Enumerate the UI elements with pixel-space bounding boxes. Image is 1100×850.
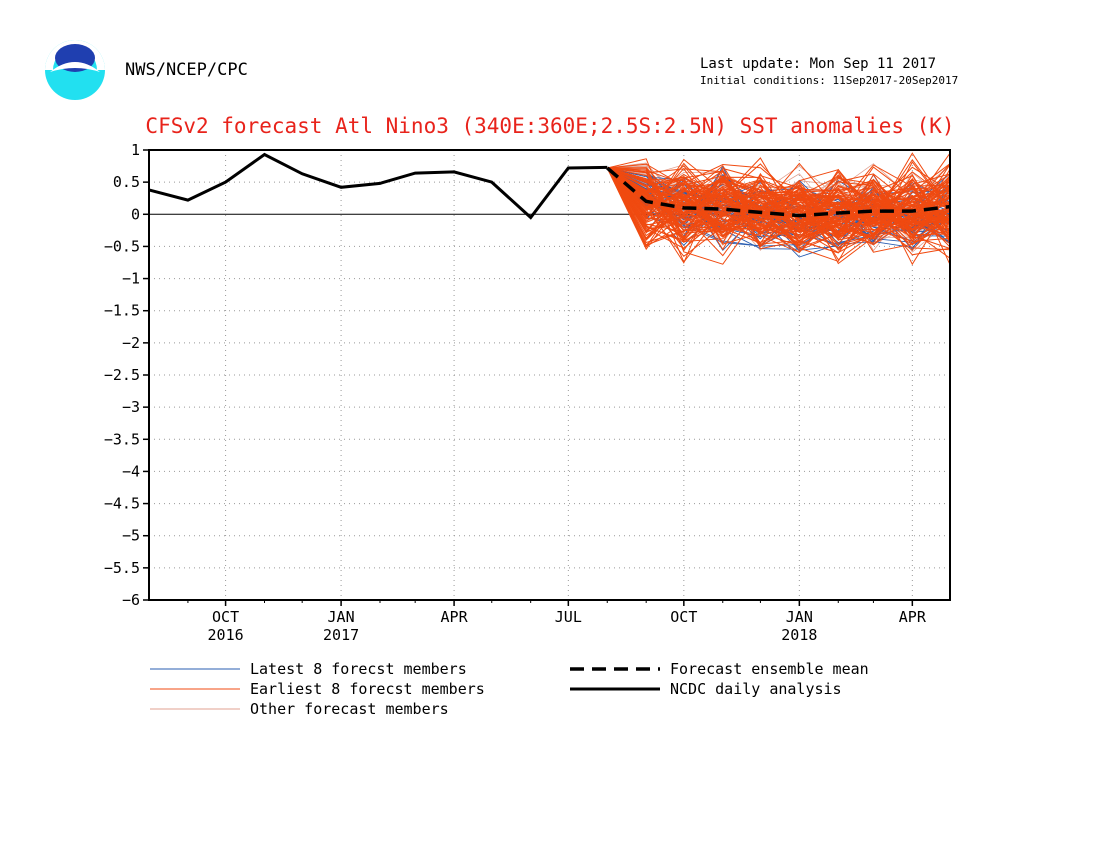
- y-tick-label: −0.5: [104, 237, 140, 255]
- chart-title: CFSv2 forecast Atl Nino3 (340E:360E;2.5S…: [145, 114, 955, 138]
- earliest-member-line: [606, 167, 951, 241]
- earliest-member-line: [607, 167, 951, 242]
- grid-lines: [149, 150, 950, 600]
- legend-label-earliest: Earliest 8 forecst members: [250, 680, 485, 698]
- earliest-member-line: [606, 167, 951, 231]
- y-tick-label: −1.5: [104, 302, 140, 320]
- analysis-line: [148, 152, 608, 220]
- earliest-member-line: [606, 152, 951, 221]
- y-tick-label: 0: [131, 205, 140, 223]
- earliest-member-line: [607, 166, 951, 226]
- earliest-member-line: [606, 167, 951, 250]
- legend-label-analysis: NCDC daily analysis: [670, 680, 842, 698]
- earliest-member-line: [607, 167, 951, 256]
- y-tick-label: −6: [122, 591, 140, 609]
- earliest-member-line: [606, 167, 951, 264]
- x-tick-year: 2018: [781, 626, 817, 644]
- y-tick-label: −3.5: [104, 430, 140, 448]
- y-tick-label: −2: [122, 334, 140, 352]
- earliest-member-line: [607, 165, 951, 221]
- noaa-logo: [45, 40, 105, 100]
- earliest-member-line: [607, 167, 951, 210]
- earliest-member-line: [607, 163, 951, 254]
- x-tick-label: APR: [441, 608, 469, 626]
- earliest-member-line: [606, 167, 951, 262]
- x-tick-label: OCT: [670, 608, 697, 626]
- org-label: NWS/NCEP/CPC: [125, 60, 248, 80]
- legend-label-latest: Latest 8 forecst members: [250, 660, 467, 678]
- noaa-logo-bird-icon: [50, 62, 100, 72]
- x-tick-label: JUL: [555, 608, 582, 626]
- x-tick-year: 2016: [208, 626, 244, 644]
- y-tick-label: −3: [122, 398, 140, 416]
- earliest-member-line: [607, 167, 951, 224]
- last-update: Last update: Mon Sep 11 2017: [700, 56, 937, 72]
- legend: Latest 8 forecst members Earliest 8 forec…: [150, 660, 869, 718]
- x-tick-label: OCT: [212, 608, 239, 626]
- y-tick-label: 1: [131, 141, 140, 159]
- earliest-member-line: [606, 167, 951, 245]
- main-lines: [148, 152, 951, 220]
- x-tick-label: APR: [899, 608, 927, 626]
- legend-label-mean: Forecast ensemble mean: [670, 660, 869, 678]
- noaa-logo-ring-icon: [45, 40, 105, 70]
- y-tick-label: −2.5: [104, 366, 140, 384]
- x-tick-label: JAN: [786, 608, 813, 626]
- y-tick-label: −5: [122, 527, 140, 545]
- earliest-member-line: [606, 167, 951, 244]
- y-tick-label: −5.5: [104, 559, 140, 577]
- forecast-members: [606, 152, 951, 266]
- initial-conditions: Initial conditions: 11Sep2017-20Sep2017: [700, 74, 959, 87]
- x-tick-year: 2017: [323, 626, 359, 644]
- y-tick-label: 0.5: [113, 173, 140, 191]
- earliest-member-line: [607, 167, 951, 234]
- y-tick-label: −4.5: [104, 495, 140, 513]
- x-tick-label: JAN: [328, 608, 355, 626]
- y-tick-label: −1: [122, 270, 140, 288]
- legend-label-other: Other forecast members: [250, 700, 449, 718]
- earliest-member-line: [607, 167, 951, 242]
- axes: 1 0.5 0 −0.5 −1 −1.5 −2 −2.5 −3 −3.5 −4 −4.5 −5 −5.5 −…: [104, 141, 927, 644]
- y-tick-label: −4: [122, 462, 140, 480]
- ensemble-mean-line: [606, 166, 951, 218]
- earliest-member-line: [607, 167, 951, 251]
